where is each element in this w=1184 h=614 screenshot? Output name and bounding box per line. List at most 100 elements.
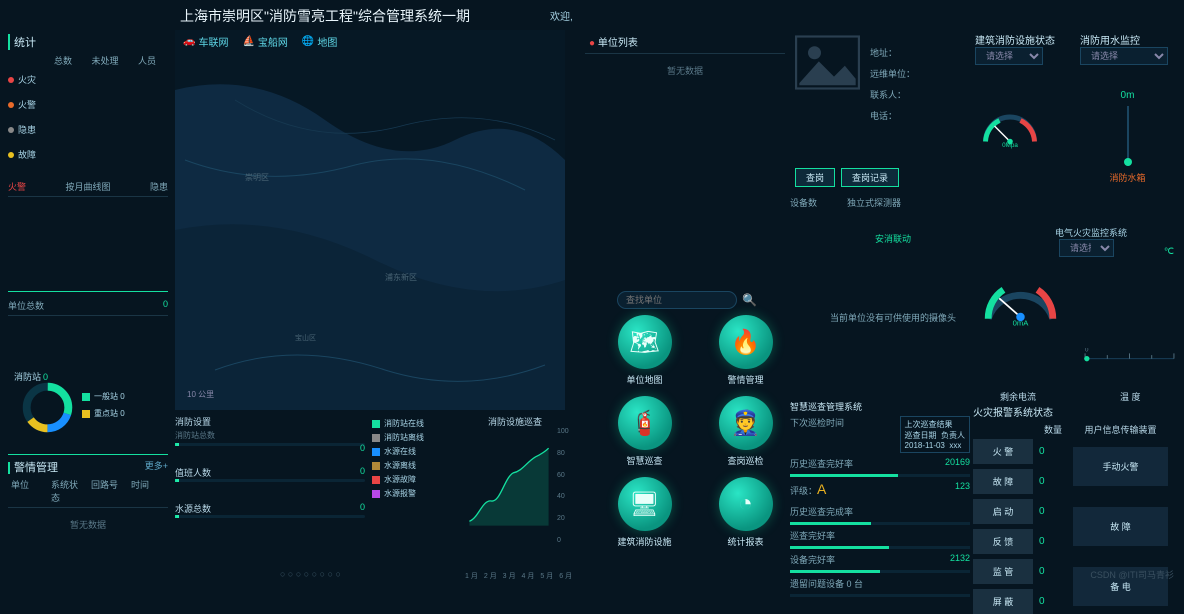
search-icon[interactable]: 🔍	[742, 293, 757, 307]
nav-icon[interactable]: 👮查岗巡检	[706, 396, 785, 467]
water-title: 消防用水监控	[1080, 32, 1175, 47]
leg-key: 重点站	[94, 408, 118, 419]
nav-icon[interactable]: ◔统计报表	[706, 477, 785, 548]
col-trans: 用户信息传输装置	[1073, 423, 1168, 439]
unit-list-title: 单位列表	[598, 38, 638, 49]
col-time: 时间	[128, 475, 168, 507]
donut-chart	[20, 380, 75, 438]
info-field: 电话：	[870, 105, 915, 126]
camera-msg: 当前单位没有可供使用的摄像头	[830, 311, 956, 324]
water-val: 0m	[1121, 90, 1135, 101]
nav-icon-label: 单位地图	[626, 373, 662, 386]
y-ticks: 100806040200	[557, 428, 565, 544]
header: 上海市崇明区"消防雪亮工程"综合管理系统一期 欢迎,	[0, 0, 1184, 28]
unit-total-label: 单位总数	[8, 299, 44, 312]
nav-icon[interactable]: 🖥建筑消防设施	[605, 477, 684, 548]
water-tank-label: 消防水箱	[1109, 171, 1145, 184]
map-legend: 消防站在线消防站离线水源在线水源离线水源故障水源报警	[372, 415, 462, 502]
col-unit: 单位	[8, 475, 48, 507]
legend-item: 消防站离线	[372, 432, 462, 443]
unit-list-nodata: 暂无数据	[585, 54, 785, 87]
alarm-type-btn[interactable]: 反 馈	[973, 529, 1033, 554]
chart-tabs: 火警 按月曲线图 隐患	[8, 177, 168, 197]
mini-chart-title: 消防设施巡查	[465, 415, 565, 428]
svg-text:宝山区: 宝山区	[295, 333, 316, 342]
nav-icon[interactable]: 🗺单位地图	[605, 315, 684, 386]
svg-text:0mA: 0mA	[1013, 319, 1030, 328]
water-select[interactable]: 请选择	[1080, 47, 1168, 65]
detector-label: 独立式探测器	[847, 196, 901, 209]
globe-icon: 🌐	[302, 36, 314, 47]
check-btn[interactable]: 查岗	[795, 168, 835, 187]
map-tab-map[interactable]: 🌐地图	[302, 34, 337, 49]
welcome-text: 欢迎,	[550, 8, 573, 23]
link-label[interactable]: 安消联动	[875, 232, 911, 245]
search-input[interactable]	[617, 291, 737, 309]
elec-select[interactable]: 请选择	[1059, 239, 1114, 257]
fire-status-select[interactable]: 请选择	[975, 47, 1043, 65]
donut-legend: 一般站 0 重点站 0	[82, 385, 125, 425]
inspection-chart: 消防设施巡查 100806040200	[465, 415, 565, 560]
unit-total-row: 单位总数 0	[8, 296, 168, 316]
map-tab-ship[interactable]: ⛵宝船网	[242, 34, 287, 49]
dev-count-label: 设备数	[790, 196, 817, 209]
elec-unit: ℃	[1164, 246, 1174, 257]
insp-row: 历史巡查完好率20169	[790, 453, 970, 474]
metric-facilities: 消防设置 消防站总数 0	[175, 415, 365, 446]
unit-list-panel: ● 单位列表 暂无数据	[585, 30, 785, 87]
page-dots[interactable]: ○ ○ ○ ○ ○ ○ ○ ○	[280, 569, 341, 579]
unit-info-fields: 地址：远维单位：联系人：电话：	[870, 42, 915, 126]
col-count: 数量	[1039, 423, 1067, 439]
temp-scale: 0	[1082, 348, 1177, 367]
stat-row: 火警	[8, 92, 168, 117]
alarm-table-header: 单位 系统状态 回路号 时间	[8, 475, 168, 508]
alarm-count: 0	[1039, 566, 1067, 577]
metrics-panel: 消防设置 消防站总数 0 值班人数0 水源总数0	[175, 415, 365, 524]
info-field: 远维单位：	[870, 63, 915, 84]
car-icon: 🚗	[183, 36, 195, 47]
info-field: 地址：	[870, 42, 915, 63]
alarm-count: 0	[1039, 506, 1067, 517]
map-tabs: 🚗车联网 ⛵宝船网 🌐地图	[183, 34, 337, 49]
map[interactable]: 崇明区 浦东新区 宝山区 🚗车联网 ⛵宝船网 🌐地图 👤值班 👤维修 10 公里	[175, 30, 565, 410]
alarm-type-btn[interactable]: 火 警	[973, 439, 1033, 464]
elec-title: 电气火灾监控系统	[1055, 228, 1127, 238]
alarm-action-btn[interactable]: 故 障	[1073, 507, 1168, 546]
map-scale: 10 公里	[187, 389, 214, 400]
alarm-count: 0	[1039, 446, 1067, 457]
nav-icon-circle: 👮	[719, 396, 773, 450]
more-link[interactable]: 更多+	[145, 459, 168, 472]
insp-next: 下次巡检时间	[790, 416, 844, 453]
svg-text:崇明区: 崇明区	[245, 173, 269, 182]
alarm-type-btn[interactable]: 启 动	[973, 499, 1033, 524]
legend-item: 水源在线	[372, 446, 462, 457]
alarm-action-btn[interactable]: 手动火警	[1073, 447, 1168, 486]
nav-icon-label: 智慧巡查	[626, 454, 662, 467]
legend-item: 水源离线	[372, 460, 462, 471]
map-svg: 崇明区 浦东新区 宝山区	[175, 30, 565, 410]
nav-icon[interactable]: 🧯 智慧巡查	[605, 396, 684, 467]
alarm-type-btn[interactable]: 监 管	[973, 559, 1033, 584]
elec-gauge-wrap: 0mA	[978, 270, 1063, 333]
water-slider[interactable]: 0m 消防水箱	[1080, 90, 1175, 184]
tab-hazard[interactable]: 隐患	[150, 180, 168, 193]
legend-item: 水源报警	[372, 488, 462, 499]
info-field: 联系人：	[870, 84, 915, 105]
stat-row: 故障	[8, 142, 168, 167]
nav-icon[interactable]: 🔥警情管理	[706, 315, 785, 386]
col-total: 总数	[42, 54, 84, 67]
tab-monthly: 按月曲线图	[65, 180, 110, 193]
nav-icon-circle: 🧯	[618, 396, 672, 450]
nav-icon-label: 警情管理	[727, 373, 763, 386]
map-tab-vehicle[interactable]: 🚗车联网	[183, 34, 228, 49]
stats-header: 统计	[8, 34, 168, 50]
alarm-type-btn[interactable]: 故 障	[973, 469, 1033, 494]
pressure-gauge: 0Mpa	[975, 105, 1045, 150]
fire-status-panel: 建筑消防设施状态 请选择 0Mpa	[975, 32, 1065, 153]
alarm-type-btn[interactable]: 屏 蔽	[973, 589, 1033, 614]
col-status: 系统状态	[48, 475, 88, 507]
tab-fire[interactable]: 火警	[8, 180, 26, 193]
inspection-panel: 智慧巡查管理系统 下次巡检时间 上次巡查结果 巡查日期 负责人 2018-11-…	[790, 400, 970, 597]
current-gauge: 0mA	[978, 270, 1063, 330]
check-log-btn[interactable]: 查岗记录	[841, 168, 899, 187]
